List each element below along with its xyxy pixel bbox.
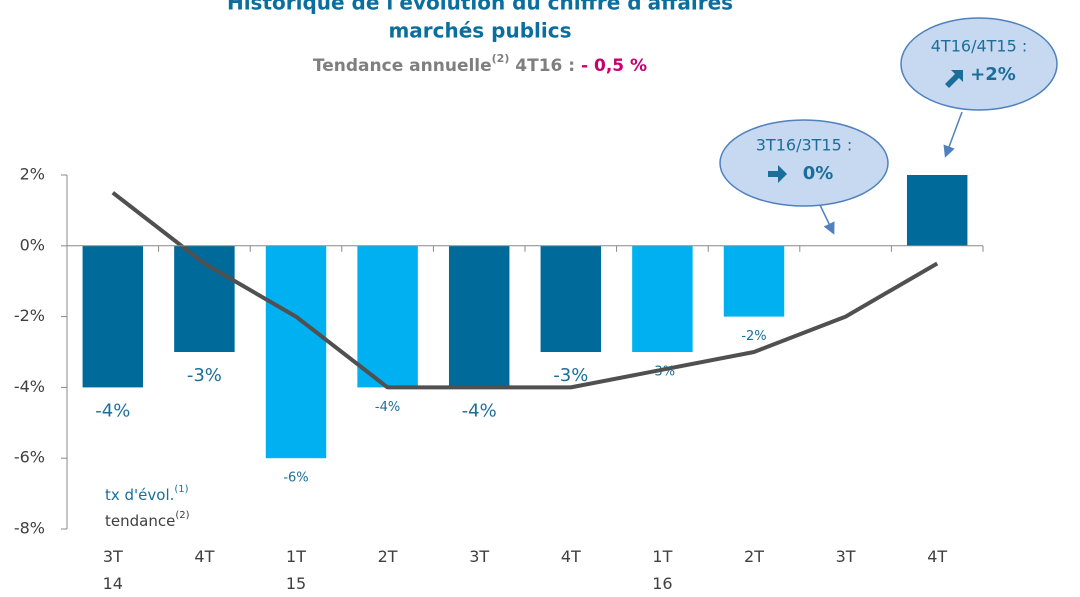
chart-title: marchés publics <box>388 19 571 43</box>
callout-label: 3T16/3T15 : <box>756 136 853 155</box>
legend-label: tx d'évol. <box>105 486 174 504</box>
callout-pointer <box>819 204 835 235</box>
x-tick-label: 1T 15 <box>286 547 306 593</box>
x-tick-label: 3T <box>469 547 489 566</box>
bar <box>448 245 510 388</box>
value-label: -3% <box>187 365 222 386</box>
y-tick-label: -4% <box>14 377 45 396</box>
y-tick-label: -6% <box>14 448 45 467</box>
x-tick-label: 2T <box>378 547 398 566</box>
bar <box>632 245 693 352</box>
trend-line <box>111 191 939 390</box>
arrow-icon <box>945 70 963 88</box>
x-tick-label: 3T <box>836 547 856 566</box>
y-tick-label: 0% <box>20 235 45 254</box>
x-tick-label: 2T <box>744 547 764 566</box>
y-tick-label: -8% <box>14 519 45 538</box>
subtitle-text: Tendance annuelle <box>313 56 492 76</box>
y-tick-label: 2% <box>20 165 45 184</box>
value-label: -4% <box>95 400 130 421</box>
callout-pointer <box>943 111 963 158</box>
legend-entry: tx d'évol.(1) <box>105 484 189 504</box>
arrow-icon <box>768 165 787 183</box>
x-tick-label: 1T 16 <box>652 547 672 593</box>
legend-label: tendance <box>105 512 175 530</box>
x-tick-label: 4T <box>561 547 581 566</box>
callout <box>719 119 889 207</box>
subtitle-sup: (2) <box>492 52 510 65</box>
subtitle-value: - 0,5 % <box>581 56 647 76</box>
callout-label: 4T16/4T15 : <box>931 37 1028 56</box>
bar <box>82 245 144 388</box>
chart-title: Historique de l'évolution du chiffre d'a… <box>227 0 733 15</box>
x-tick-label: 4T <box>927 547 947 566</box>
y-tick-label: -2% <box>14 306 45 325</box>
callout <box>900 17 1058 111</box>
legend-sup: (1) <box>174 484 188 495</box>
x-tick-label: 4T <box>194 547 214 566</box>
legend-sup: (2) <box>175 510 189 521</box>
value-label: -6% <box>283 471 308 486</box>
value-label: -3% <box>553 365 588 386</box>
bar <box>723 245 785 317</box>
callout-value: +2% <box>970 64 1016 85</box>
subtitle-period: 4T16 : <box>509 56 581 76</box>
subtitle: Tendance annuelle(2) 4T16 : - 0,5 % <box>313 52 647 76</box>
value-label: -4% <box>462 400 497 421</box>
value-label: -2% <box>741 329 766 344</box>
callout-value: 0% <box>803 163 834 184</box>
bar <box>906 175 968 246</box>
legend-entry: tendance(2) <box>105 510 190 530</box>
bar <box>540 245 602 352</box>
x-tick-label: 3T 14 <box>103 547 123 593</box>
bar <box>265 245 327 459</box>
value-label: -4% <box>375 400 400 415</box>
bar <box>357 245 418 388</box>
